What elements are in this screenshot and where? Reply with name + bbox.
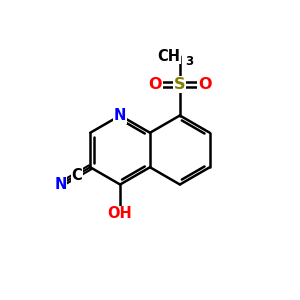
Text: O: O <box>198 77 211 92</box>
Text: CH: CH <box>157 49 180 64</box>
Text: C: C <box>71 167 82 182</box>
Text: 3: 3 <box>185 55 194 68</box>
Text: N: N <box>114 108 126 123</box>
Text: O: O <box>148 77 162 92</box>
Text: N: N <box>54 177 67 192</box>
Text: S: S <box>174 77 186 92</box>
Text: OH: OH <box>108 206 133 221</box>
